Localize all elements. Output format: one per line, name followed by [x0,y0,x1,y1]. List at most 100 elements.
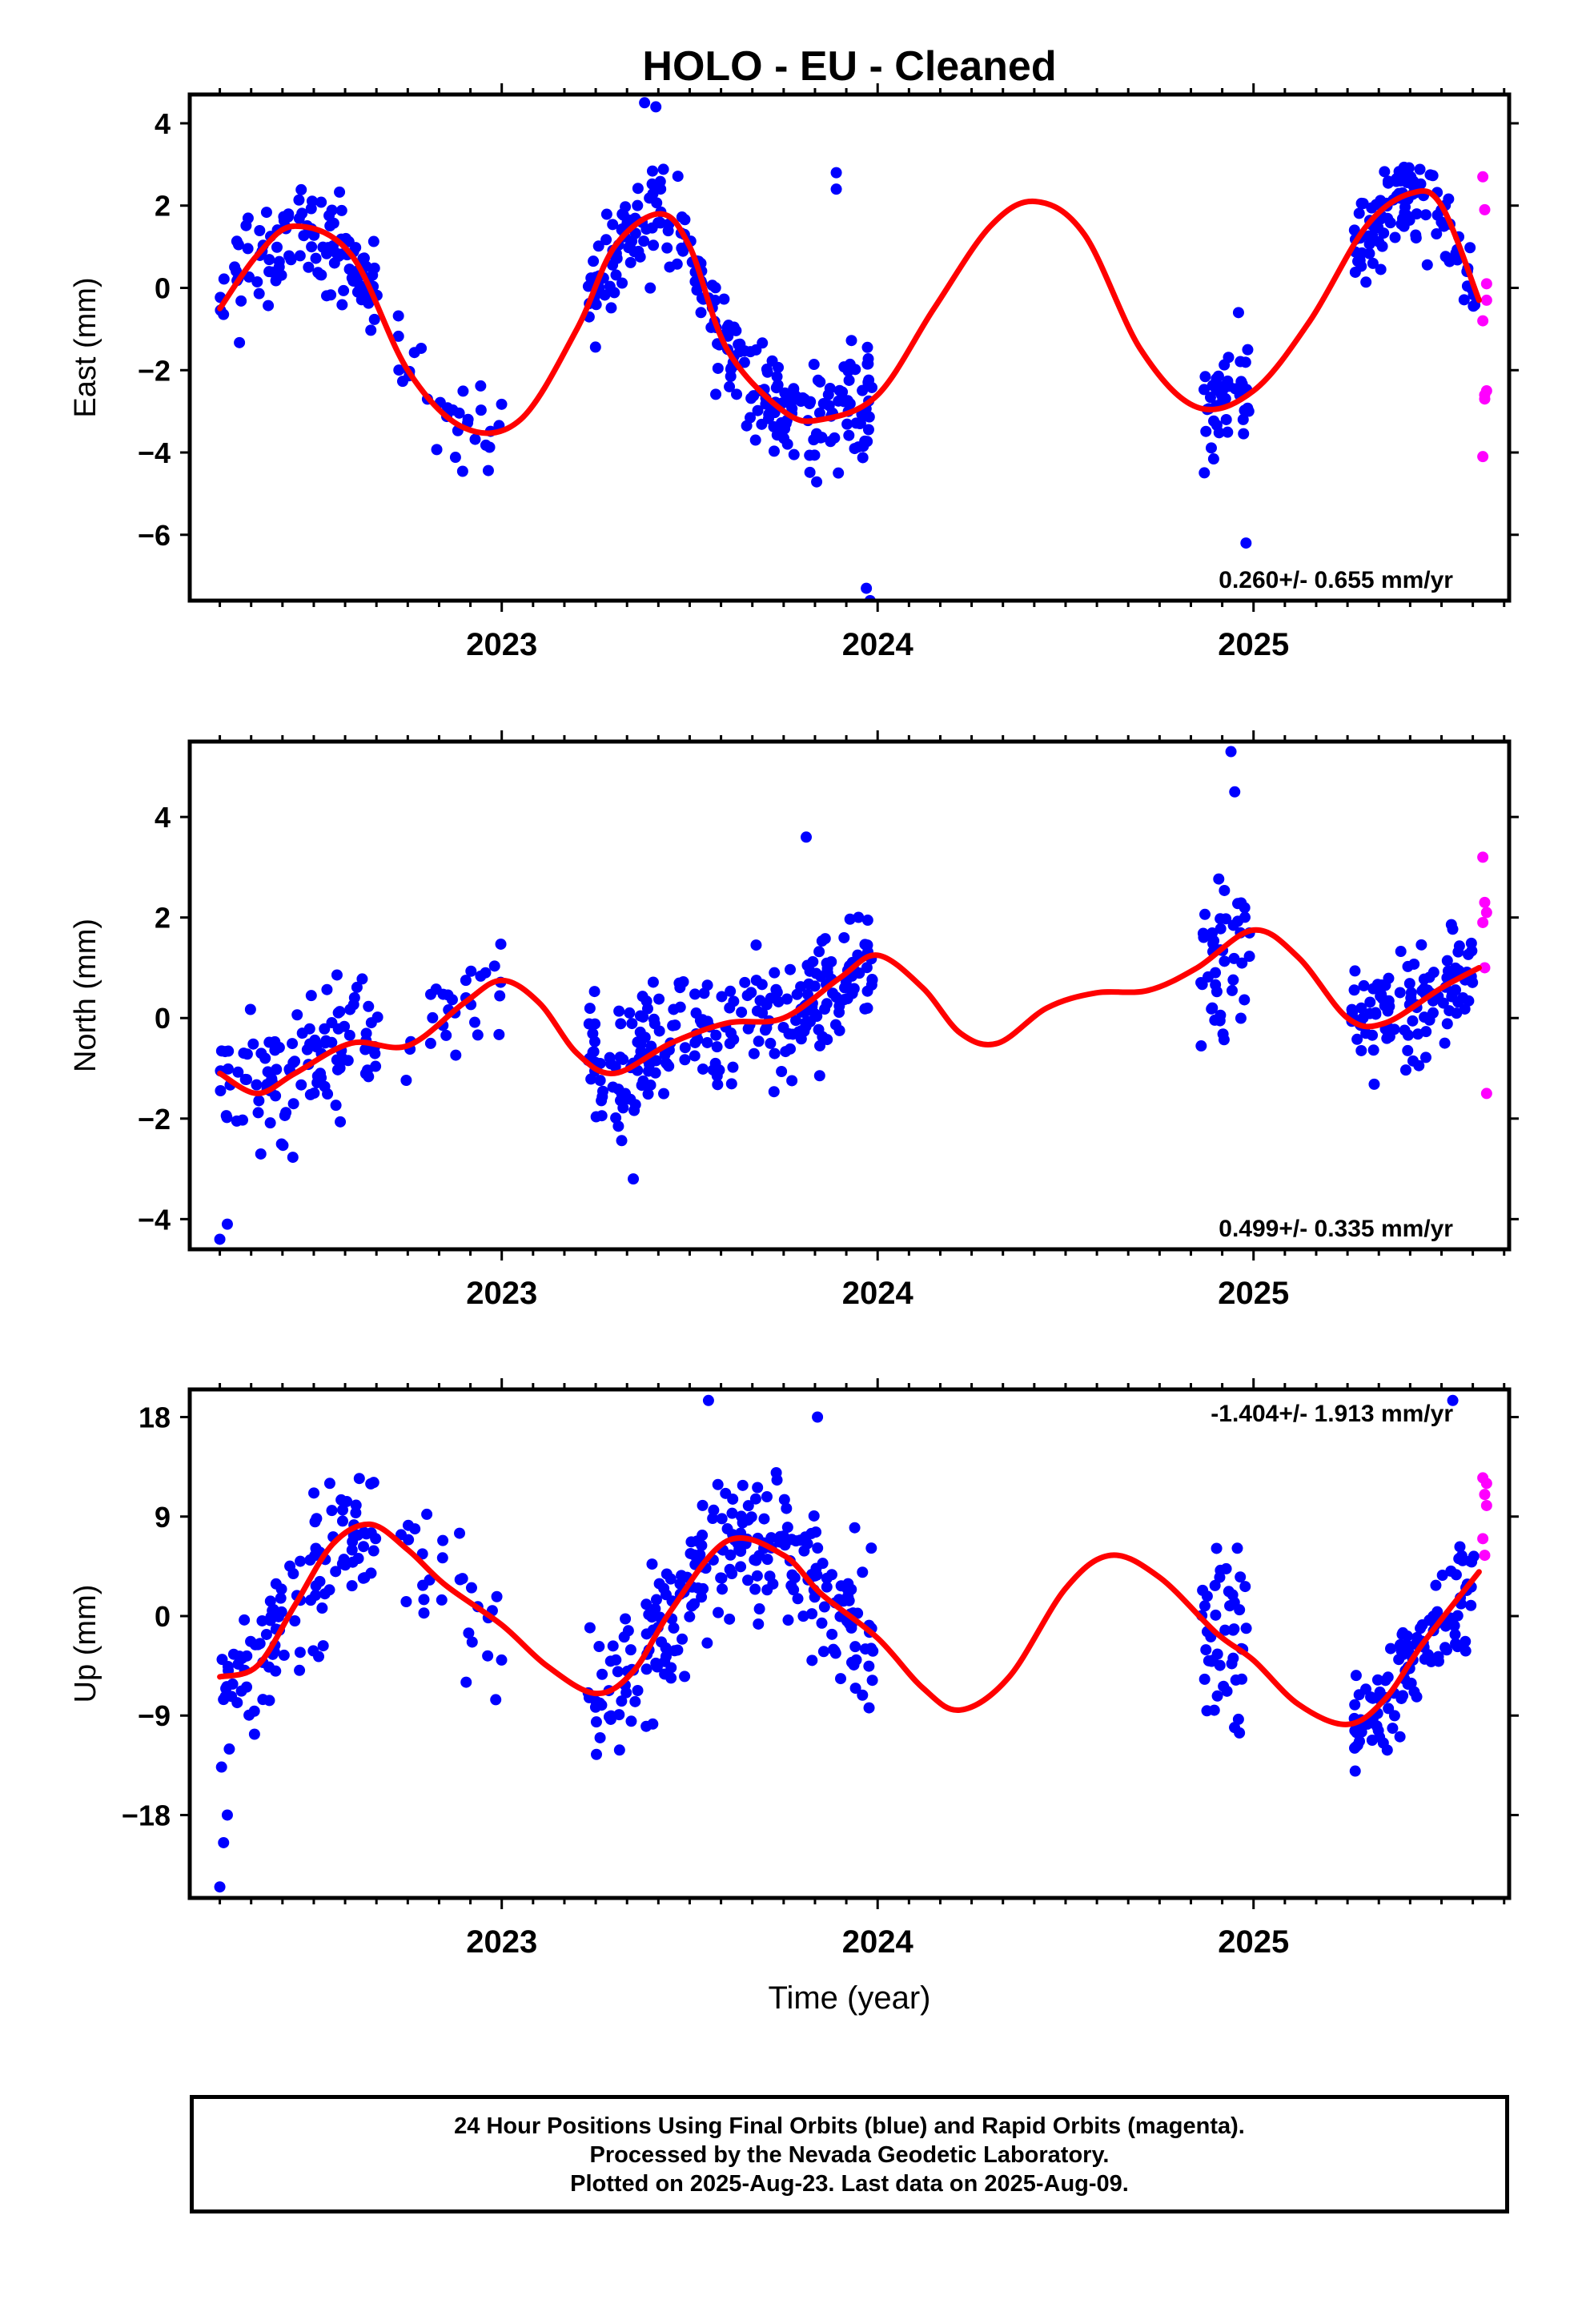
final-orbit-point [1407,179,1419,191]
final-orbit-point [776,1065,788,1077]
final-orbit-point [841,993,853,1005]
final-orbit-point [808,359,820,371]
final-orbit-point [659,1049,671,1061]
final-orbit-point [588,1035,600,1047]
final-orbit-point [677,1633,689,1645]
final-orbit-point [1207,453,1219,465]
final-orbit-point [632,183,644,195]
final-orbit-point [370,1533,382,1545]
final-orbit-point [781,1522,793,1534]
final-orbit-point [750,939,762,951]
final-orbit-point [482,464,494,476]
final-orbit-point [804,449,816,461]
final-orbit-point [424,1037,436,1049]
plot-area [214,1394,1492,1893]
final-orbit-point [244,1003,256,1015]
final-orbit-point [622,1625,634,1637]
final-orbit-point [786,403,798,415]
final-orbit-point [309,1034,321,1046]
final-orbit-point [616,277,628,289]
final-orbit-point [652,217,665,229]
final-orbit-point [1227,1589,1239,1601]
final-orbit-point [726,1507,738,1519]
final-orbit-point [400,1075,412,1087]
final-orbit-point [260,207,272,219]
final-orbit-point [1212,370,1224,382]
final-orbit-point [1209,1579,1221,1591]
y-tick-label: −2 [138,1103,171,1136]
final-orbit-point [624,1007,636,1019]
final-orbit-point [752,1482,764,1494]
final-orbit-point [777,432,789,444]
final-orbit-point [347,999,359,1011]
final-orbit-point [1405,171,1417,183]
final-orbit-point [735,1510,747,1522]
final-orbit-point [758,1513,770,1525]
final-orbit-point [650,1594,662,1606]
final-orbit-point [272,1610,284,1622]
final-orbit-point [1441,1018,1453,1030]
final-orbit-point [1376,240,1388,252]
final-orbit-point [319,1023,331,1035]
final-orbit-point [640,1720,652,1732]
final-orbit-point [1389,231,1401,243]
final-orbit-point [624,256,636,268]
final-orbit-point [716,1572,728,1584]
final-orbit-point [1360,276,1372,288]
final-orbit-point [1379,1675,1391,1687]
final-orbit-point [634,1026,646,1038]
final-orbit-point [343,1029,355,1041]
x-axis-label: Time (year) [769,1980,931,2016]
final-orbit-point [625,1715,637,1727]
final-orbit-point [342,1055,354,1067]
final-orbit-point [692,1033,704,1045]
final-orbit-point [745,987,757,999]
final-orbit-point [604,280,616,292]
final-orbit-point [1453,940,1465,952]
final-orbit-point [867,1645,879,1657]
y-tick-label: −9 [138,1699,171,1732]
final-orbit-point [803,978,815,990]
final-orbit-point [829,1019,841,1031]
final-orbit-point [1199,1673,1211,1685]
final-orbit-point [315,1068,327,1080]
final-orbit-point [1240,1622,1252,1634]
final-orbit-point [296,1027,308,1039]
final-orbit-point [816,935,828,947]
y-tick-label: −2 [138,354,171,387]
final-orbit-point [725,371,737,383]
final-orbit-point [1210,1609,1222,1621]
final-orbit-point [757,1007,769,1019]
final-orbit-point [624,1644,636,1656]
final-orbit-point [742,1500,754,1512]
final-orbit-point [1234,1604,1246,1616]
final-orbit-point [403,1534,415,1546]
final-orbit-point [849,1522,861,1534]
final-orbit-point [335,204,347,216]
final-orbit-point [761,1584,773,1596]
final-orbit-point [400,1596,412,1608]
final-orbit-point [287,1098,299,1110]
final-orbit-point [490,1694,502,1706]
final-orbit-point [287,1152,299,1164]
final-orbit-point [707,1513,719,1525]
final-orbit-point [695,307,707,319]
final-orbit-point [863,1660,875,1672]
final-orbit-point [656,1636,668,1648]
final-orbit-point [790,1015,802,1027]
final-orbit-point [1379,166,1391,178]
final-orbit-point [256,1614,268,1626]
final-orbit-point [830,167,842,179]
final-orbit-point [833,467,845,479]
final-orbit-point [1200,1644,1212,1656]
final-orbit-point [590,1716,602,1728]
final-orbit-point [736,1006,748,1018]
final-orbit-point [744,412,756,424]
final-orbit-point [644,1059,656,1071]
final-orbit-point [788,383,800,395]
y-tick-label: 0 [155,271,171,304]
final-orbit-point [1397,1690,1409,1702]
final-orbit-point [659,1668,671,1680]
final-orbit-point [821,1581,833,1593]
final-orbit-point [1220,413,1232,425]
